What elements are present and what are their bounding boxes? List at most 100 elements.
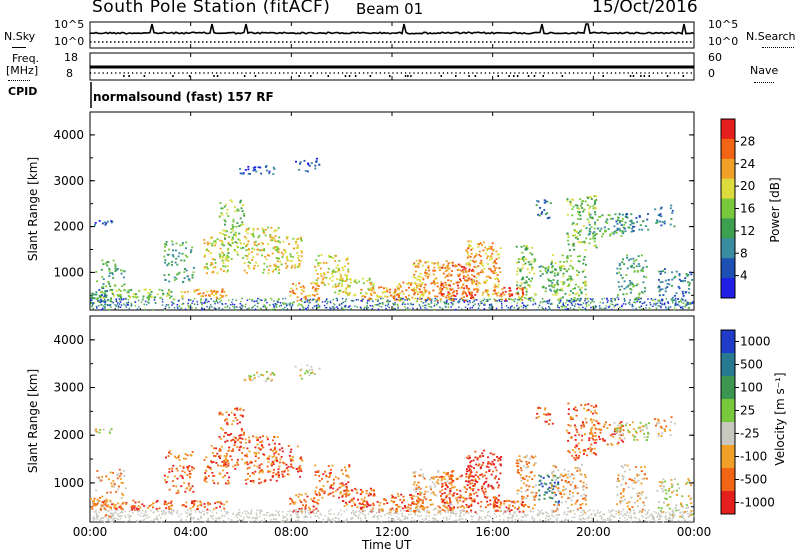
power-pixel bbox=[343, 280, 346, 282]
power-pixel bbox=[219, 202, 222, 204]
power-pixel bbox=[277, 301, 279, 303]
power-pixel bbox=[115, 269, 118, 271]
power-pixel bbox=[665, 306, 667, 308]
power-pixel bbox=[554, 291, 557, 294]
power-pixel bbox=[372, 285, 375, 288]
power-pixel bbox=[445, 296, 448, 299]
velocity-pixel bbox=[168, 508, 171, 510]
velocity-pixel bbox=[99, 496, 101, 499]
power-pixel bbox=[116, 293, 119, 296]
power-pixel bbox=[604, 220, 607, 223]
velocity-pixel bbox=[290, 463, 293, 466]
power-pixel bbox=[108, 275, 111, 277]
power-pixel bbox=[193, 303, 196, 305]
velocity-pixel bbox=[326, 480, 329, 483]
power-pixel bbox=[223, 254, 225, 257]
station-title: South Pole Station (fitACF) bbox=[92, 0, 331, 17]
power-pixel bbox=[578, 207, 581, 210]
velocity-pixel bbox=[270, 380, 273, 382]
power-pixel bbox=[462, 283, 465, 286]
velocity-pixel bbox=[586, 409, 588, 412]
power-pixel bbox=[213, 290, 216, 292]
power-pixel bbox=[475, 280, 478, 283]
power-pixel bbox=[584, 280, 587, 283]
power-pixel bbox=[585, 302, 587, 304]
velocity-pixel bbox=[402, 495, 405, 498]
velocity-pixel bbox=[226, 418, 228, 421]
power-pixel bbox=[219, 294, 222, 297]
velocity-pixel bbox=[538, 494, 541, 497]
power-pixel bbox=[677, 298, 680, 300]
power-pixel bbox=[275, 246, 278, 249]
power-pixel bbox=[163, 255, 166, 258]
power-pixel bbox=[580, 292, 583, 295]
power-pixel bbox=[119, 300, 121, 302]
velocity-pixel bbox=[550, 487, 553, 489]
velocity-pixel bbox=[571, 481, 574, 483]
power-pixel bbox=[331, 275, 334, 278]
power-pixel bbox=[638, 228, 641, 231]
power-pixel bbox=[522, 304, 525, 306]
power-pixel bbox=[546, 200, 549, 203]
power-pixel bbox=[224, 238, 226, 240]
velocity-pixel bbox=[318, 367, 321, 370]
power-pixel bbox=[603, 307, 605, 310]
velocity-pixel bbox=[451, 481, 454, 483]
velocity-pixel bbox=[248, 450, 251, 453]
power-pixel bbox=[621, 261, 624, 264]
power-pixel bbox=[227, 242, 230, 244]
velocity-panel-frame bbox=[89, 315, 695, 523]
power-pixel bbox=[103, 221, 106, 224]
velocity-pixel bbox=[567, 431, 570, 434]
power-pixel bbox=[528, 284, 531, 287]
velocity-pixel bbox=[109, 499, 112, 502]
power-pixel bbox=[292, 302, 294, 304]
velocity-pixel bbox=[489, 503, 492, 506]
power-pixel bbox=[548, 309, 550, 311]
power-pixel bbox=[590, 306, 592, 309]
power-pixel bbox=[671, 300, 674, 303]
power-pixel bbox=[516, 270, 519, 273]
power-pixel bbox=[476, 287, 479, 290]
velocity-pixel bbox=[491, 486, 494, 489]
power-pixel bbox=[240, 207, 243, 210]
velocity-pixel bbox=[158, 507, 161, 510]
power-pixel bbox=[436, 262, 439, 265]
power-pixel bbox=[550, 302, 553, 305]
power-pixel bbox=[592, 207, 595, 210]
power-pixel bbox=[567, 268, 570, 271]
velocity-pixel bbox=[485, 506, 487, 509]
power-pixel bbox=[606, 218, 609, 221]
power-pixel bbox=[436, 285, 439, 288]
power-pixel bbox=[270, 226, 273, 229]
velocity-pixel bbox=[493, 496, 496, 499]
velocity-pixel bbox=[537, 416, 540, 418]
power-pixel bbox=[412, 303, 415, 306]
power-pixel bbox=[252, 306, 254, 308]
velocity-pixel bbox=[481, 452, 484, 455]
velocity-pixel bbox=[175, 467, 178, 470]
velocity-pixel bbox=[219, 438, 222, 440]
power-pixel bbox=[644, 259, 647, 262]
power-pixel bbox=[318, 305, 321, 307]
power-pixel bbox=[498, 299, 500, 301]
velocity-pixel bbox=[228, 446, 231, 449]
power-pixel bbox=[483, 302, 486, 305]
velocity-pixel bbox=[181, 504, 184, 507]
power-pixel bbox=[275, 229, 278, 232]
power-pixel bbox=[203, 267, 206, 270]
velocity-pixel bbox=[178, 454, 180, 457]
power-pixel bbox=[379, 295, 382, 298]
power-pixel bbox=[329, 308, 331, 310]
power-pixel bbox=[239, 303, 242, 305]
velocity-pixel bbox=[576, 499, 579, 502]
power-pixel bbox=[246, 257, 249, 260]
velocity-pixel bbox=[187, 465, 190, 468]
power-pixel bbox=[293, 247, 295, 250]
power-pixel bbox=[508, 287, 511, 289]
power-pixel bbox=[675, 292, 678, 295]
power-pixel bbox=[392, 307, 395, 310]
velocity-pixel bbox=[373, 493, 376, 495]
power-pixel bbox=[115, 300, 118, 303]
velocity-pixel bbox=[567, 413, 570, 415]
